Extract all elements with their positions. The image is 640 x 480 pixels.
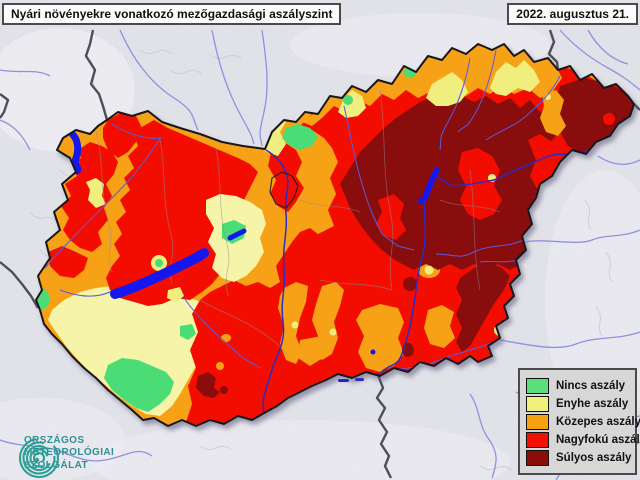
legend-swatch-nagyfoku xyxy=(526,431,549,448)
velence-lake xyxy=(227,228,247,241)
legend-label: Enyhe aszály xyxy=(556,397,629,410)
legend-swatch-nincs xyxy=(526,377,549,394)
balaton-lake xyxy=(110,248,209,299)
date-box: 2022. augusztus 21. xyxy=(507,3,638,25)
foreign-borders xyxy=(0,29,640,479)
omsz-spiral-icon xyxy=(18,437,60,478)
map-title: Nyári növényekre vonatkozó mezőgazdasági… xyxy=(11,7,333,21)
legend: Nincs aszály Enyhe aszály Közepes aszály… xyxy=(518,368,640,475)
danube-river xyxy=(262,149,289,415)
legend-item: Nincs aszály xyxy=(526,377,629,394)
legend-label: Nincs aszály xyxy=(556,379,626,392)
ne-orange-patch xyxy=(540,90,566,136)
legend-item: Enyhe aszály xyxy=(526,395,629,412)
ferto-lake xyxy=(69,131,82,175)
small-border-lakes xyxy=(338,378,364,382)
legend-swatch-kozepes xyxy=(526,413,549,430)
lakes xyxy=(69,131,440,355)
budapest-outline xyxy=(269,171,299,209)
legend-label: Súlyos aszály xyxy=(556,451,632,464)
mild-drought-patches xyxy=(86,60,551,336)
hungary-border xyxy=(35,43,635,427)
legend-label: Közepes aszály xyxy=(556,415,640,428)
legend-item: Nagyfokú aszály xyxy=(526,431,640,448)
legend-swatch-enyhe xyxy=(526,395,549,412)
omsz-logo: ORSZÁGOS METEOROLÓGIAI SZOLGÁLAT xyxy=(16,434,115,478)
map-date: 2022. augusztus 21. xyxy=(516,7,629,21)
no-drought-patches xyxy=(36,66,416,412)
logo-line: ORSZÁGOS xyxy=(24,434,85,446)
legend-item: Súlyos aszály xyxy=(526,449,632,466)
logo-line: METEOROLÓGIAI xyxy=(24,447,115,458)
legend-item: Közepes aszály xyxy=(526,413,640,430)
legend-swatch-sulyos xyxy=(526,449,549,466)
minor-rivers xyxy=(44,49,561,372)
tisza-lake xyxy=(422,167,440,201)
legend-label: Nagyfokú aszály xyxy=(556,433,640,446)
title-box: Nyári növényekre vonatkozó mezőgazdasági… xyxy=(2,3,342,25)
